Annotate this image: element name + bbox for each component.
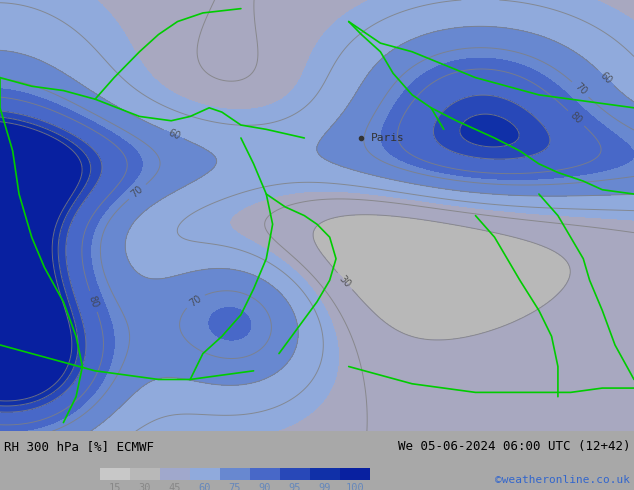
Text: 80: 80 — [87, 294, 100, 309]
Text: 70: 70 — [187, 293, 203, 308]
Text: 90: 90 — [259, 483, 271, 490]
Text: 70: 70 — [129, 184, 145, 199]
Text: 60: 60 — [598, 70, 614, 86]
FancyBboxPatch shape — [280, 468, 310, 480]
Text: 60: 60 — [198, 483, 211, 490]
Text: 15: 15 — [109, 483, 121, 490]
FancyBboxPatch shape — [250, 468, 280, 480]
FancyBboxPatch shape — [220, 468, 250, 480]
Text: ©weatheronline.co.uk: ©weatheronline.co.uk — [495, 475, 630, 485]
Text: 99: 99 — [319, 483, 331, 490]
Text: 30: 30 — [139, 483, 152, 490]
Text: Paris: Paris — [371, 133, 404, 143]
Text: 100: 100 — [346, 483, 365, 490]
FancyBboxPatch shape — [340, 468, 370, 480]
Text: 60: 60 — [166, 127, 181, 142]
FancyBboxPatch shape — [190, 468, 220, 480]
Text: 95: 95 — [288, 483, 301, 490]
Text: RH 300 hPa [%] ECMWF: RH 300 hPa [%] ECMWF — [4, 440, 154, 453]
Text: 75: 75 — [229, 483, 242, 490]
FancyBboxPatch shape — [160, 468, 190, 480]
Text: 70: 70 — [573, 81, 588, 98]
Text: 45: 45 — [169, 483, 181, 490]
Text: 30: 30 — [337, 273, 353, 289]
FancyBboxPatch shape — [130, 468, 160, 480]
FancyBboxPatch shape — [100, 468, 130, 480]
Text: We 05-06-2024 06:00 UTC (12+42): We 05-06-2024 06:00 UTC (12+42) — [398, 440, 630, 453]
FancyBboxPatch shape — [310, 468, 340, 480]
Text: 80: 80 — [568, 110, 584, 126]
